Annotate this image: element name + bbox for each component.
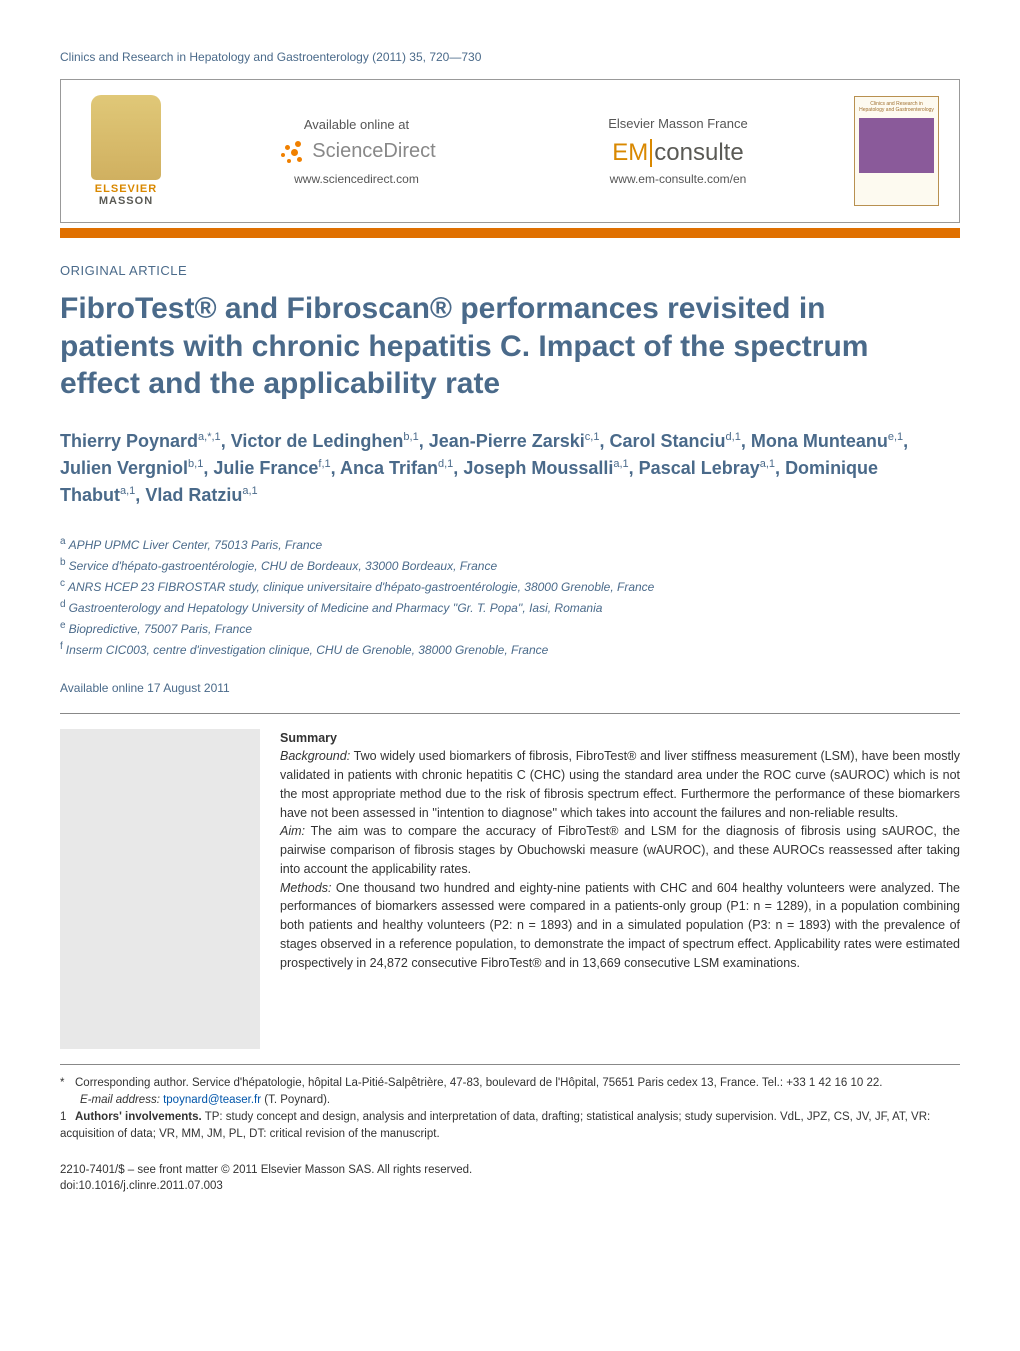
summary-text: Summary Background: Two widely used biom… — [280, 729, 960, 1049]
affiliation: bService d'hépato-gastroentérologie, CHU… — [60, 555, 960, 576]
emconsulte-logo: EMconsulte — [608, 139, 747, 168]
em-left: EM — [612, 139, 648, 166]
author: Anca Trifand,1 — [340, 458, 453, 478]
affiliation: fInserm CIC003, centre d'investigation c… — [60, 639, 960, 660]
aim-label: Aim: — [280, 824, 305, 838]
sciencedirect-logo: ScienceDirect — [277, 137, 435, 167]
footnotes: *Corresponding author. Service d'hépatol… — [60, 1064, 960, 1144]
summary-section: Summary Background: Two widely used biom… — [60, 713, 960, 1049]
affiliation: eBiopredictive, 75007 Paris, France — [60, 618, 960, 639]
email-link[interactable]: tpoynard@teaser.fr — [163, 1094, 261, 1106]
email-footnote: E-mail address: tpoynard@teaser.fr (T. P… — [60, 1092, 960, 1109]
publisher-header-box: ELSEVIER MASSON Available online at Scie… — [60, 79, 960, 223]
author: Mona Munteanue,1 — [751, 431, 903, 451]
copyright-block: 2210-7401/$ – see front matter © 2011 El… — [60, 1162, 960, 1194]
author: Joseph Moussallia,1 — [463, 458, 628, 478]
em-divider-icon — [650, 139, 652, 167]
running-header: Clinics and Research in Hepatology and G… — [60, 50, 960, 64]
email-person: (T. Poynard). — [264, 1094, 330, 1106]
page-container: Clinics and Research in Hepatology and G… — [0, 0, 1020, 1244]
elsevier-tree-icon — [91, 95, 161, 180]
sd-available-label: Available online at — [277, 117, 435, 132]
sd-dots-icon — [277, 137, 307, 167]
author: Victor de Ledinghenb,1 — [231, 431, 419, 451]
author: Thierry Poynarda,*,1 — [60, 431, 221, 451]
author: Vlad Ratziua,1 — [145, 485, 257, 505]
background-label: Background: — [280, 749, 350, 763]
cover-image-icon — [859, 118, 934, 173]
em-url: www.em-consulte.com/en — [608, 172, 747, 186]
article-type-label: ORIGINAL ARTICLE — [60, 263, 960, 278]
sd-url: www.sciencedirect.com — [277, 172, 435, 186]
involvements-label: Authors' involvements. — [75, 1111, 202, 1123]
sciencedirect-block: Available online at ScienceDirect www.sc… — [277, 117, 435, 186]
affiliation: aAPHP UPMC Liver Center, 75013 Paris, Fr… — [60, 534, 960, 555]
author: Julien Vergniolb,1 — [60, 458, 203, 478]
email-label: E-mail address: — [80, 1094, 160, 1106]
elsevier-label: ELSEVIER — [95, 183, 157, 195]
author: Jean-Pierre Zarskic,1 — [429, 431, 600, 451]
author: Carol Stanciud,1 — [610, 431, 741, 451]
copyright-line1: 2210-7401/$ – see front matter © 2011 El… — [60, 1162, 960, 1178]
article-title: FibroTest® and Fibroscan® performances r… — [60, 290, 940, 403]
involvements-footnote: 1Authors' involvements. TP: study concep… — [60, 1109, 960, 1144]
aim-text: The aim was to compare the accuracy of F… — [280, 824, 960, 876]
author: Pascal Lebraya,1 — [639, 458, 775, 478]
background-text: Two widely used biomarkers of fibrosis, … — [280, 749, 960, 819]
em-right: consulte — [654, 139, 743, 166]
methods-text: One thousand two hundred and eighty-nine… — [280, 881, 960, 970]
affiliation: cANRS HCEP 23 FIBROSTAR study, clinique … — [60, 576, 960, 597]
cover-title: Clinics and Research in Hepatology and G… — [859, 101, 934, 113]
masson-label: MASSON — [99, 195, 153, 207]
sd-name: ScienceDirect — [312, 140, 435, 163]
author: Julie Francef,1 — [213, 458, 330, 478]
journal-cover-thumbnail: Clinics and Research in Hepatology and G… — [854, 96, 939, 206]
corresponding-footnote: *Corresponding author. Service d'hépatol… — [60, 1075, 960, 1092]
author-list: Thierry Poynarda,*,1, Victor de Ledinghe… — [60, 428, 940, 509]
affiliation-list: aAPHP UPMC Liver Center, 75013 Paris, Fr… — [60, 534, 960, 661]
online-date: Available online 17 August 2011 — [60, 681, 960, 695]
emconsulte-block: Elsevier Masson France EMconsulte www.em… — [608, 116, 747, 187]
keywords-sidebar — [60, 729, 260, 1049]
em-publisher-label: Elsevier Masson France — [608, 116, 747, 131]
methods-label: Methods: — [280, 881, 331, 895]
elsevier-logo: ELSEVIER MASSON — [81, 95, 171, 207]
doi-line: doi:10.1016/j.clinre.2011.07.003 — [60, 1178, 960, 1194]
header-middle: Available online at ScienceDirect www.sc… — [191, 116, 834, 187]
affiliation: dGastroenterology and Hepatology Univers… — [60, 597, 960, 618]
orange-separator-bar — [60, 228, 960, 238]
summary-heading: Summary — [280, 731, 337, 745]
